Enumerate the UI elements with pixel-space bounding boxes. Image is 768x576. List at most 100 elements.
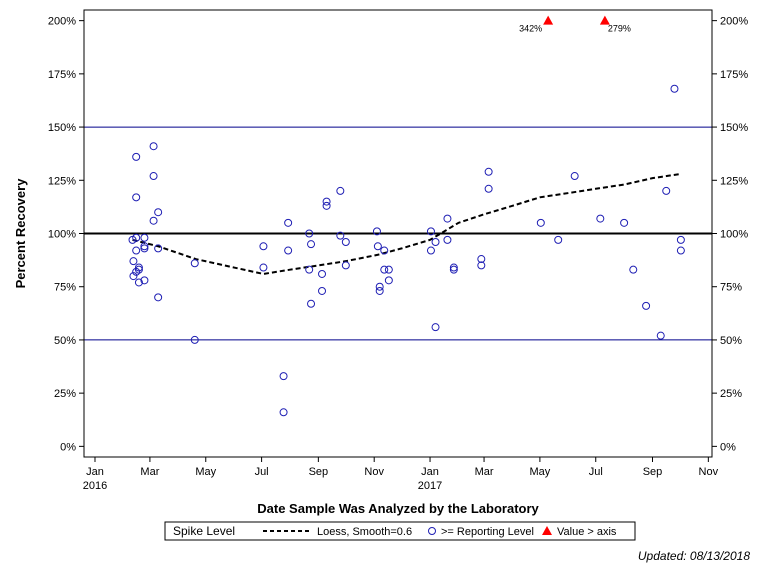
x-tick-label: May <box>195 466 216 478</box>
x-tick-year-label: 2016 <box>83 480 107 492</box>
data-point <box>149 172 158 181</box>
y-axis-title: Percent Recovery <box>13 178 28 289</box>
data-point <box>380 246 389 255</box>
x-axis-title: Date Sample Was Analyzed by the Laborato… <box>257 501 539 516</box>
updated-footnote: Updated: 08/13/2018 <box>637 549 750 563</box>
y-tick-label-left: 75% <box>54 282 76 294</box>
data-point <box>259 263 268 272</box>
data-point <box>670 84 679 93</box>
data-point <box>154 208 163 217</box>
data-point <box>375 286 384 295</box>
data-point <box>380 265 389 274</box>
data-point <box>431 238 440 247</box>
data-point <box>154 244 163 253</box>
data-point <box>477 255 486 264</box>
data-point <box>554 235 563 244</box>
data-point <box>134 278 143 287</box>
data-point <box>140 233 149 242</box>
data-point <box>259 242 268 251</box>
legend: Spike Level Loess, Smooth=0.6 >= Reporting… <box>164 521 636 541</box>
data-point <box>426 227 435 236</box>
legend-title: Spike Level <box>173 524 235 538</box>
data-point <box>132 246 141 255</box>
x-tick-label: Jul <box>255 466 269 478</box>
loess-series <box>132 172 682 275</box>
data-point <box>284 246 293 255</box>
y-tick-label-right: 200% <box>720 16 748 28</box>
data-point <box>449 263 458 272</box>
data-point <box>341 261 350 270</box>
overflow-marker <box>599 15 610 25</box>
y-tick-label-left: 125% <box>48 175 76 187</box>
y-tick-label-right: 25% <box>720 388 742 400</box>
legend-circle-label: >= Reporting Level <box>441 526 534 538</box>
y-tick-label-left: 50% <box>54 335 76 347</box>
overflow-marker <box>543 15 554 25</box>
data-point <box>279 408 288 417</box>
data-point <box>620 218 629 227</box>
y-tick-label-left: 175% <box>48 69 76 81</box>
data-point <box>322 197 331 206</box>
data-point <box>307 299 316 308</box>
y-tick-label-left: 150% <box>48 122 76 134</box>
x-tick-label: Jul <box>589 466 603 478</box>
data-point <box>384 265 393 274</box>
data-point <box>154 293 163 302</box>
y-tick-label-right: 125% <box>720 175 748 187</box>
x-tick-label: Nov <box>364 466 384 478</box>
data-point <box>134 265 143 274</box>
data-point <box>443 235 452 244</box>
data-point <box>149 216 158 225</box>
y-tick-label-left: 25% <box>54 388 76 400</box>
y-tick-label-left: 200% <box>48 16 76 28</box>
scatter-series <box>128 84 685 417</box>
data-point <box>132 152 141 161</box>
data-point <box>676 246 685 255</box>
data-point <box>484 184 493 193</box>
x-tick-label: Jan <box>86 466 104 478</box>
data-point <box>656 331 665 340</box>
data-point <box>629 265 638 274</box>
legend-loess-label: Loess, Smooth=0.6 <box>317 526 412 538</box>
x-tick-label: Sep <box>309 466 329 478</box>
data-point <box>375 282 384 291</box>
legend-triangle-swatch <box>542 526 552 535</box>
data-point <box>140 244 149 253</box>
data-point <box>129 257 138 266</box>
x-tick-label: Sep <box>643 466 663 478</box>
data-point <box>140 276 149 285</box>
plot-frame <box>83 9 713 458</box>
y-tick-label-left: 100% <box>48 229 76 241</box>
loess-line <box>132 172 682 275</box>
data-point <box>477 261 486 270</box>
y-tick-label-right: 75% <box>720 282 742 294</box>
x-tick-label: Mar <box>475 466 494 478</box>
data-point <box>190 259 199 268</box>
data-point <box>318 269 327 278</box>
reference-lines <box>84 126 712 341</box>
overflow-value-label: 342% <box>519 24 542 34</box>
data-point <box>384 276 393 285</box>
y-tick-label-right: 175% <box>720 69 748 81</box>
data-point <box>132 267 141 276</box>
y-axis-right: 0% 25% 50% 75% 100% 125% 150% 175% 200% <box>712 16 748 453</box>
y-tick-label-right: 100% <box>720 229 748 241</box>
y-tick-label-right: 0% <box>720 441 736 453</box>
data-point <box>279 372 288 381</box>
x-tick-label: Nov <box>699 466 719 478</box>
data-point <box>570 172 579 181</box>
data-point <box>140 242 149 251</box>
data-point <box>372 227 381 236</box>
x-tick-year-label: 2017 <box>418 480 442 492</box>
data-point <box>642 301 651 310</box>
data-point <box>443 214 452 223</box>
data-point <box>149 142 158 151</box>
data-point <box>431 323 440 332</box>
data-point <box>132 193 141 202</box>
y-tick-label-right: 150% <box>720 122 748 134</box>
data-point <box>484 167 493 176</box>
data-point <box>449 265 458 274</box>
data-point <box>662 186 671 195</box>
data-point <box>305 265 314 274</box>
